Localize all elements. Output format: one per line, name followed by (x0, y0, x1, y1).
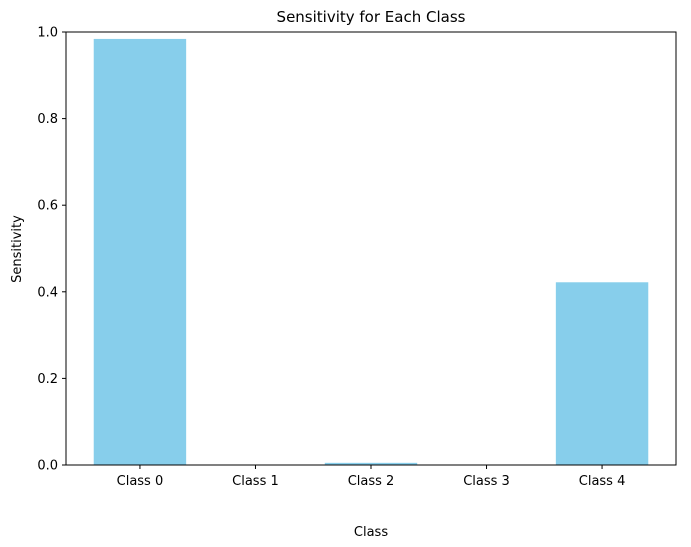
x-tick-label: Class 3 (463, 474, 510, 489)
y-tick-label: 0.8 (37, 112, 58, 127)
y-axis: 0.0 0.2 0.4 0.6 0.8 1.0 (37, 26, 66, 474)
y-tick-label: 0.4 (37, 285, 58, 300)
x-tick-label: Class 1 (232, 474, 279, 489)
bar-class-0 (93, 38, 187, 465)
x-tick-label: Class 0 (117, 474, 164, 489)
y-tick-label: 0.6 (37, 199, 58, 214)
y-tick-label: 1.0 (37, 26, 58, 41)
bars-group (93, 38, 649, 465)
bar-class-2 (324, 462, 418, 465)
x-axis: Class 0 Class 1 Class 2 Class 3 Class 4 (117, 465, 626, 489)
bar-class-4 (555, 282, 649, 465)
x-axis-title: Class (354, 525, 388, 540)
chart-title: Sensitivity for Each Class (277, 8, 466, 26)
x-tick-label: Class 2 (348, 474, 395, 489)
y-tick-label: 0.2 (37, 372, 58, 387)
x-tick-label: Class 4 (579, 474, 626, 489)
y-axis-title: Sensitivity (10, 215, 25, 283)
y-tick-label: 0.0 (37, 459, 58, 474)
